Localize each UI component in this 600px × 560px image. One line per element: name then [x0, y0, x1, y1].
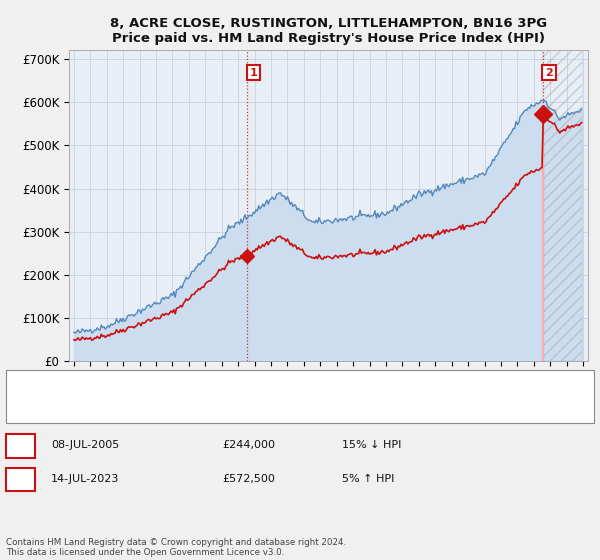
Text: HPI: Average price, detached house, Arun: HPI: Average price, detached house, Arun: [51, 405, 259, 415]
Text: 14-JUL-2023: 14-JUL-2023: [51, 474, 119, 484]
Text: £572,500: £572,500: [222, 474, 275, 484]
Text: 08-JUL-2005: 08-JUL-2005: [51, 440, 119, 450]
Text: Contains HM Land Registry data © Crown copyright and database right 2024.
This d: Contains HM Land Registry data © Crown c…: [6, 538, 346, 557]
Title: 8, ACRE CLOSE, RUSTINGTON, LITTLEHAMPTON, BN16 3PG
Price paid vs. HM Land Regist: 8, ACRE CLOSE, RUSTINGTON, LITTLEHAMPTON…: [110, 17, 547, 45]
Text: 1: 1: [16, 438, 25, 452]
Text: 8, ACRE CLOSE, RUSTINGTON, LITTLEHAMPTON, BN16 3PG (detached house): 8, ACRE CLOSE, RUSTINGTON, LITTLEHAMPTON…: [51, 384, 433, 394]
Text: 2: 2: [545, 68, 553, 78]
Text: 1: 1: [250, 68, 257, 78]
Text: 2: 2: [16, 472, 25, 486]
Text: —: —: [24, 401, 42, 419]
Text: —: —: [24, 380, 42, 398]
Text: £244,000: £244,000: [222, 440, 275, 450]
Text: 15% ↓ HPI: 15% ↓ HPI: [342, 440, 401, 450]
Text: 5% ↑ HPI: 5% ↑ HPI: [342, 474, 394, 484]
